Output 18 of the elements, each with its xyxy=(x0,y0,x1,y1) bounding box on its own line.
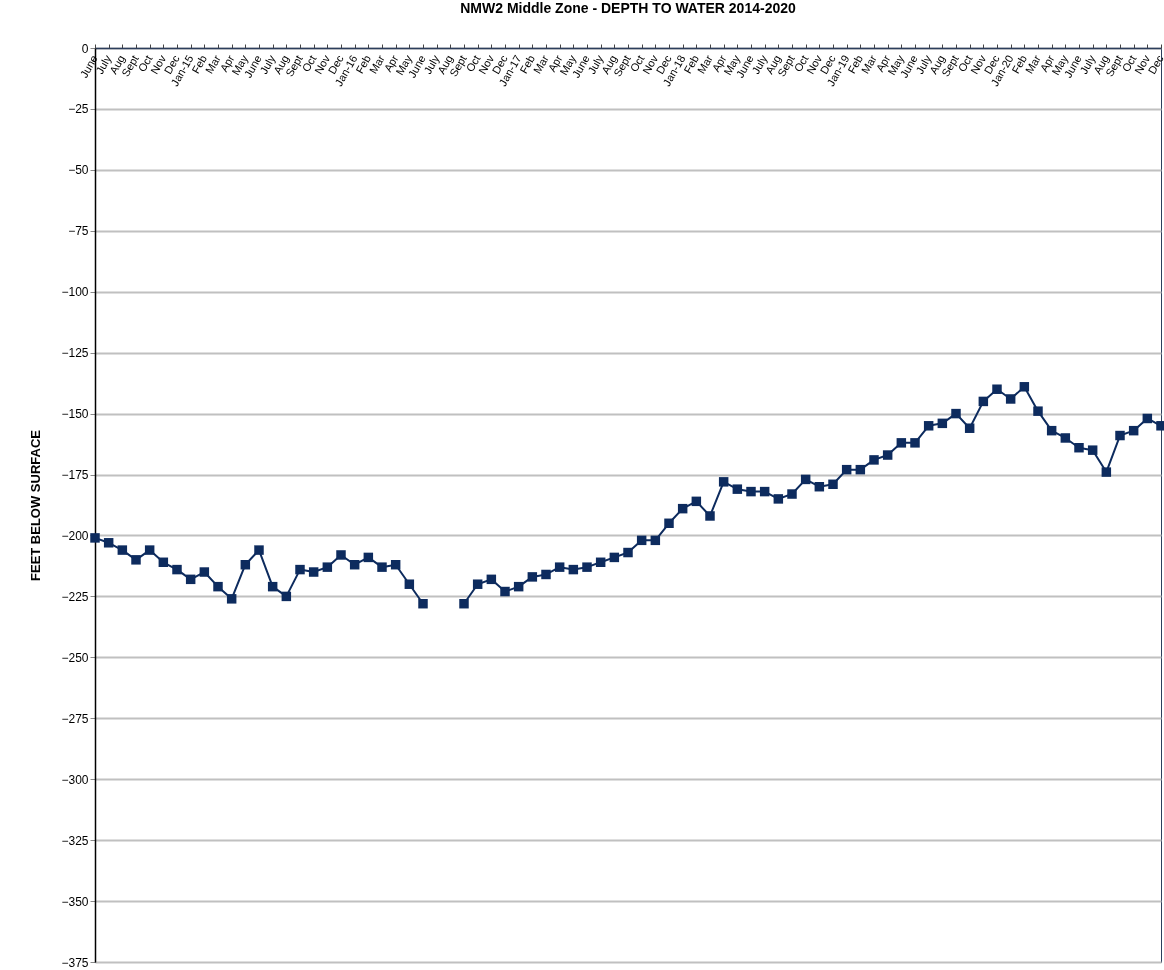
y-tick-label: −225 xyxy=(61,589,89,604)
y-tick-label: −25 xyxy=(68,102,89,117)
y-tick-label: −275 xyxy=(61,711,89,726)
y-tick-label: −325 xyxy=(61,833,89,848)
y-tick-label: −50 xyxy=(68,163,89,178)
y-tick-label: −75 xyxy=(68,224,89,239)
y-tick-label: −100 xyxy=(61,285,89,300)
y-tick-label: −200 xyxy=(61,528,89,543)
y-tick-label: −250 xyxy=(61,650,89,665)
chart-title: NMW2 Middle Zone - DEPTH TO WATER 2014-2020 xyxy=(460,0,796,16)
y-tick-label: 0 xyxy=(81,41,89,56)
y-tick-label: −150 xyxy=(61,407,89,422)
y-tick-label: −175 xyxy=(61,468,89,483)
y-tick-label: −300 xyxy=(61,772,89,787)
y-tick-label: −375 xyxy=(61,955,89,970)
y-tick-label: −350 xyxy=(61,894,89,909)
y-axis-title: FEET BELOW SURFACE xyxy=(28,429,44,581)
y-tick-label: −125 xyxy=(61,346,89,361)
